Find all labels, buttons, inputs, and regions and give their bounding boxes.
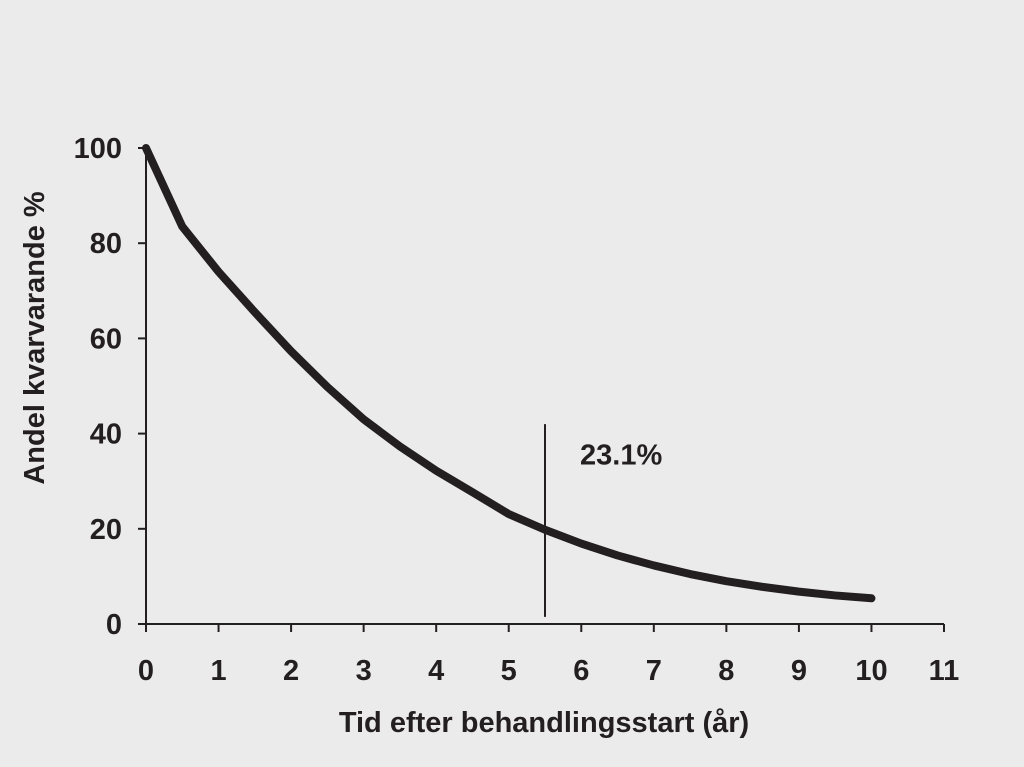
y-tick-label: 60	[90, 323, 122, 355]
x-tick-label: 10	[855, 655, 887, 687]
y-tick-label: 40	[90, 419, 122, 451]
x-tick-label: 5	[501, 655, 517, 687]
annotation-label: 23.1%	[580, 440, 662, 472]
y-tick-label: 20	[90, 514, 122, 546]
axes	[138, 147, 945, 632]
x-axis-label: Tid efter behandlingsstart (år)	[339, 707, 749, 739]
series-line	[142, 144, 876, 603]
x-tick-label: 3	[356, 655, 372, 687]
y-axis-label: Andel kvarvarande %	[19, 191, 51, 485]
x-tick-label: 0	[138, 655, 154, 687]
x-tick-label: 6	[573, 655, 589, 687]
x-tick-label: 4	[428, 655, 444, 687]
y-tick-label: 80	[90, 228, 122, 260]
x-tick-label: 7	[646, 655, 662, 687]
x-tick-label: 9	[791, 655, 807, 687]
annotations: 23.1%	[544, 424, 662, 617]
y-tick-label: 0	[106, 609, 122, 641]
x-tick-label: 1	[210, 655, 226, 687]
x-tick-label: 8	[718, 655, 734, 687]
series-group	[142, 144, 876, 603]
tick-labels: 0 1 2 3 4 5 6 7 8 9 10 11 0 20 40 60 80 100	[74, 133, 960, 687]
x-tick-label: 2	[283, 655, 299, 687]
x-tick-label: 11	[929, 655, 960, 687]
y-tick-label: 100	[74, 133, 122, 165]
